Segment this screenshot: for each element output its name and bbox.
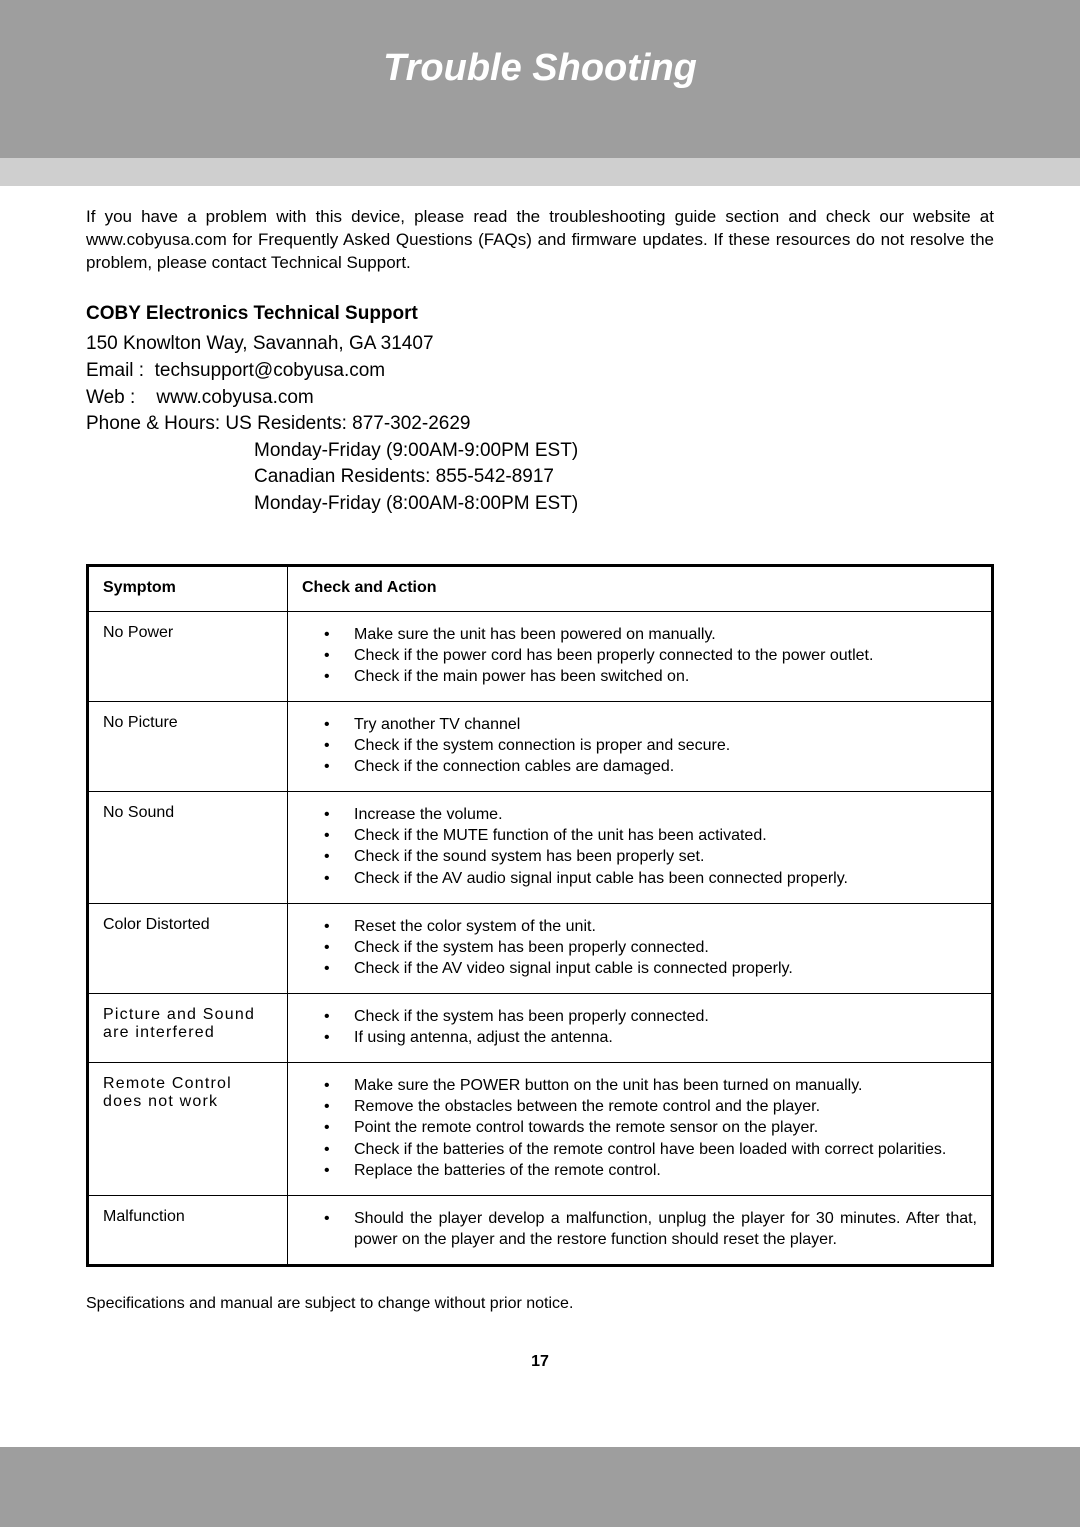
action-list: Check if the system has been properly co…	[302, 1006, 977, 1048]
page-number: 17	[86, 1313, 994, 1407]
header-symptom: Symptom	[88, 565, 288, 611]
support-web-line: Web : www.cobyusa.com	[86, 385, 994, 412]
action-item: Point the remote control towards the rem…	[324, 1117, 977, 1138]
support-address: 150 Knowlton Way, Savannah, GA 31407	[86, 331, 994, 358]
table-row: Color DistortedReset the color system of…	[88, 903, 993, 993]
action-item: Reset the color system of the unit.	[324, 916, 977, 937]
action-cell: Try another TV channelCheck if the syste…	[288, 701, 993, 791]
action-item: Increase the volume.	[324, 804, 977, 825]
table-row: Picture and Sound are interfered Check if…	[88, 993, 993, 1062]
action-item: Should the player develop a malfunction,…	[324, 1208, 977, 1250]
action-item: Make sure the POWER button on the unit h…	[324, 1075, 977, 1096]
symptom-cell: Remote Control does not work	[88, 1063, 288, 1196]
support-phone-line: Phone & Hours: US Residents: 877-302-262…	[86, 411, 994, 438]
action-item: Check if the main power has been switche…	[324, 666, 977, 687]
support-phone-label: Phone & Hours:	[86, 413, 225, 434]
symptom-cell: Malfunction	[88, 1195, 288, 1265]
action-list: Make sure the POWER button on the unit h…	[302, 1075, 977, 1181]
table-header-row: Symptom Check and Action	[88, 565, 993, 611]
support-email-line: Email : techsupport@cobyusa.com	[86, 358, 994, 385]
action-item: Check if the sound system has been prope…	[324, 846, 977, 867]
intro-paragraph: If you have a problem with this device, …	[86, 206, 994, 275]
table-row: No PictureTry another TV channelCheck if…	[88, 701, 993, 791]
action-item: Check if the connection cables are damag…	[324, 756, 977, 777]
action-list: Increase the volume.Check if the MUTE fu…	[302, 804, 977, 888]
action-item: Replace the batteries of the remote cont…	[324, 1160, 977, 1181]
action-item: Check if the MUTE function of the unit h…	[324, 825, 977, 846]
action-item: Remove the obstacles between the remote …	[324, 1096, 977, 1117]
action-cell: Check if the system has been properly co…	[288, 993, 993, 1062]
action-item: Check if the system connection is proper…	[324, 735, 977, 756]
action-item: Check if the AV audio signal input cable…	[324, 868, 977, 889]
symptom-cell: No Sound	[88, 792, 288, 903]
action-cell: Make sure the POWER button on the unit h…	[288, 1063, 993, 1196]
support-email-label: Email :	[86, 360, 155, 381]
action-cell: Make sure the unit has been powered on m…	[288, 611, 993, 701]
table-row: No SoundIncrease the volume.Check if the…	[88, 792, 993, 903]
table-row: No Power Make sure the unit has been powe…	[88, 611, 993, 701]
support-block: COBY Electronics Technical Support 150 K…	[86, 301, 994, 518]
sub-header-band	[0, 158, 1080, 186]
symptom-cell: No Picture	[88, 701, 288, 791]
support-hours-ca: Monday-Friday (8:00AM-8:00PM EST)	[86, 491, 994, 518]
support-heading: COBY Electronics Technical Support	[86, 301, 994, 328]
header-action: Check and Action	[288, 565, 993, 611]
action-list: Try another TV channelCheck if the syste…	[302, 714, 977, 777]
symptom-cell: Color Distorted	[88, 903, 288, 993]
table-row: Malfunction Should the player develop a m…	[88, 1195, 993, 1265]
page-root: Trouble Shooting If you have a problem w…	[0, 0, 1080, 1447]
action-item: Check if the AV video signal input cable…	[324, 958, 977, 979]
footnote: Specifications and manual are subject to…	[86, 1295, 994, 1313]
page-title: Trouble Shooting	[383, 47, 697, 112]
action-cell: Increase the volume.Check if the MUTE fu…	[288, 792, 993, 903]
action-cell: Reset the color system of the unit.Check…	[288, 903, 993, 993]
action-item: If using antenna, adjust the antenna.	[324, 1027, 977, 1048]
symptom-cell: Picture and Sound are interfered	[88, 993, 288, 1062]
action-item: Make sure the unit has been powered on m…	[324, 624, 977, 645]
action-list: Should the player develop a malfunction,…	[302, 1208, 977, 1250]
action-item: Check if the system has been properly co…	[324, 937, 977, 958]
support-phone-ca: Canadian Residents: 855-542-8917	[86, 464, 994, 491]
support-web-label: Web :	[86, 387, 156, 408]
action-list: Reset the color system of the unit.Check…	[302, 916, 977, 979]
content-area: If you have a problem with this device, …	[0, 186, 1080, 1447]
action-item: Check if the batteries of the remote con…	[324, 1139, 977, 1160]
header-band: Trouble Shooting	[0, 0, 1080, 158]
table-row: Remote Control does not work Make sure th…	[88, 1063, 993, 1196]
support-hours-us: Monday-Friday (9:00AM-9:00PM EST)	[86, 438, 994, 465]
action-item: Check if the power cord has been properl…	[324, 645, 977, 666]
support-email: techsupport@cobyusa.com	[155, 360, 386, 381]
action-list: Make sure the unit has been powered on m…	[302, 624, 977, 687]
symptom-cell: No Power	[88, 611, 288, 701]
action-item: Try another TV channel	[324, 714, 977, 735]
action-cell: Should the player develop a malfunction,…	[288, 1195, 993, 1265]
support-phone-us: US Residents: 877-302-2629	[225, 413, 470, 434]
action-item: Check if the system has been properly co…	[324, 1006, 977, 1027]
troubleshooting-table: Symptom Check and Action No Power Make su…	[86, 564, 994, 1267]
support-web: www.cobyusa.com	[156, 387, 313, 408]
